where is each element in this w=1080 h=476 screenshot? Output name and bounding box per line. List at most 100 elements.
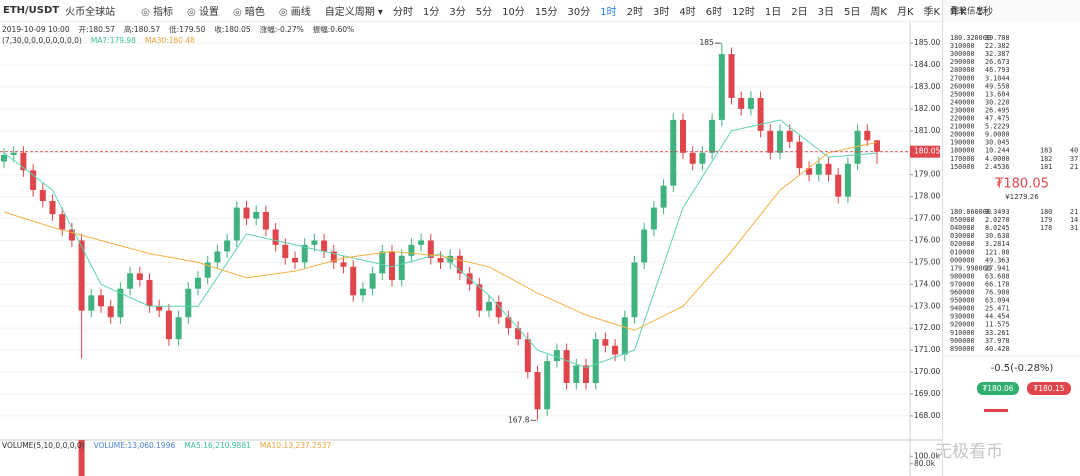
- speed[interactable]: 1秒: [976, 7, 994, 18]
- period-button[interactable]: 1时: [600, 7, 617, 18]
- period-button[interactable]: 5分: [475, 7, 493, 18]
- tool-button[interactable]: 设置: [187, 3, 219, 18]
- candle-body: [127, 273, 134, 289]
- order-book-cell: 180000: [950, 147, 975, 155]
- order-book-cell: 180: [1040, 208, 1052, 216]
- ma-legend-item: (7,30,0,0,0,0,0,0,0,0): [2, 36, 82, 45]
- candle-body: [107, 306, 114, 318]
- order-book-cell: 9.0000: [985, 131, 1010, 139]
- order-book-cell: 13.604: [985, 90, 1010, 98]
- order-book-cell: 210000: [950, 123, 975, 131]
- period-button[interactable]: 12时: [732, 7, 755, 18]
- order-book-cell: 260000: [950, 82, 975, 90]
- symbol[interactable]: ETH/USDT: [3, 5, 60, 16]
- candle-body: [68, 229, 75, 241]
- buy-button[interactable]: [977, 382, 1019, 395]
- period-button[interactable]: 4时: [679, 7, 696, 18]
- tools: 指标设置暗色画线: [141, 3, 325, 18]
- order-book-cell: 179: [1040, 216, 1052, 224]
- order-book-cell: 0.3493: [985, 208, 1010, 216]
- order-book-cell: 21: [1070, 208, 1078, 216]
- candle-body: [544, 361, 551, 410]
- period-button[interactable]: 月K: [896, 7, 914, 18]
- buy-price: ₮180.06: [982, 384, 1013, 393]
- period-button[interactable]: 季K: [923, 7, 941, 18]
- order-book-cell: 3.2814: [985, 240, 1010, 248]
- period-button[interactable]: 3分: [449, 7, 466, 18]
- sell-button[interactable]: [1027, 382, 1071, 395]
- order-book: [942, 0, 1080, 476]
- order-book-cell: 121.00: [985, 248, 1010, 256]
- order-book-cell: 230000: [950, 106, 975, 114]
- candle-body: [641, 229, 648, 263]
- candle-body: [330, 251, 337, 263]
- candle-body: [815, 163, 822, 175]
- period-button[interactable]: 周K: [870, 7, 887, 18]
- order-book-cell: 27.941: [985, 264, 1010, 272]
- period-button[interactable]: 10分: [502, 7, 525, 18]
- tool-button[interactable]: 画线: [279, 3, 311, 18]
- order-book-cell: 980000: [950, 272, 975, 280]
- order-book-cell: 179.990000: [950, 264, 991, 272]
- period-button[interactable]: 1分: [422, 7, 440, 18]
- volume-legend: VOLUME(5,10,0,0,0,0) VOLUME:13,060.1996 MA…: [2, 441, 340, 450]
- candle-body: [59, 214, 66, 230]
- order-book-cell: 270000: [950, 74, 975, 82]
- period-button[interactable]: 1日: [764, 7, 782, 18]
- order-book-cell: 180.320000: [950, 34, 991, 42]
- period-button[interactable]: 15分: [534, 7, 558, 18]
- candle-body: [224, 240, 231, 252]
- order-book-cell: 190000: [950, 139, 975, 147]
- order-book-cell: 220000: [950, 115, 975, 123]
- candle-body: [854, 130, 861, 164]
- period-button[interactable]: 30分: [567, 7, 591, 18]
- order-book-cell: 2.0270: [985, 216, 1010, 224]
- order-book-cell: 44.454: [985, 313, 1010, 321]
- period-button[interactable]: 2时: [626, 7, 644, 18]
- order-book-cell: 39.708: [985, 34, 1010, 42]
- order-book-cell: 26.673: [985, 58, 1010, 66]
- candle-body: [767, 130, 774, 153]
- period-button[interactable]: 自定义周期 ▾: [324, 7, 383, 18]
- candle-body: [563, 350, 570, 383]
- period-button[interactable]: 3日: [817, 7, 835, 18]
- order-book-cell: 170000: [950, 155, 975, 163]
- cny-price: ¥1279.26: [1005, 193, 1039, 201]
- candle-body: [806, 168, 813, 175]
- order-book-cell: 21: [1070, 163, 1078, 171]
- candle-body: [185, 288, 192, 318]
- period-button[interactable]: 年K: [950, 7, 967, 18]
- depth-bar: [984, 409, 1008, 412]
- order-book-cell: 66.170: [985, 280, 1010, 288]
- order-book-cell: 960000: [950, 289, 975, 297]
- order-book-cell: 3.1044: [985, 74, 1010, 82]
- candle-body: [786, 130, 793, 142]
- y-tick-label: 184.00: [914, 60, 940, 69]
- tool-button[interactable]: 指标: [141, 3, 173, 18]
- order-book-cell: 63.094: [985, 297, 1010, 305]
- y-tick-label: 170.00: [914, 367, 940, 376]
- order-book-cell: 950000: [950, 297, 975, 305]
- volume-legend-item: MA10:13,237.2537: [259, 441, 332, 450]
- candle-body: [282, 244, 289, 259]
- sell-price: ₮180.15: [1033, 384, 1064, 393]
- tool-button[interactable]: 暗色: [233, 3, 265, 18]
- order-book-cell: 37.978: [985, 337, 1010, 345]
- order-book-cell: 4.0000: [985, 155, 1010, 163]
- candle-body: [670, 119, 677, 186]
- candle-body: [583, 365, 589, 383]
- period-button[interactable]: 5日: [844, 7, 861, 18]
- candle-body: [728, 54, 735, 98]
- order-book-title: 委单信息: [950, 6, 985, 17]
- candle-body: [689, 152, 696, 164]
- period-button[interactable]: 分时: [392, 7, 413, 18]
- order-book-cell: 49.558: [985, 82, 1010, 90]
- period-button[interactable]: 6时: [705, 7, 723, 18]
- order-book-cell: 30.638: [985, 232, 1010, 240]
- info-item: 低:179.50: [169, 25, 206, 34]
- last-price-box: [910, 145, 940, 158]
- info-item: 振幅:0.60%: [312, 25, 355, 34]
- period-button[interactable]: 3时: [653, 7, 670, 18]
- period-button[interactable]: 2日: [791, 7, 808, 18]
